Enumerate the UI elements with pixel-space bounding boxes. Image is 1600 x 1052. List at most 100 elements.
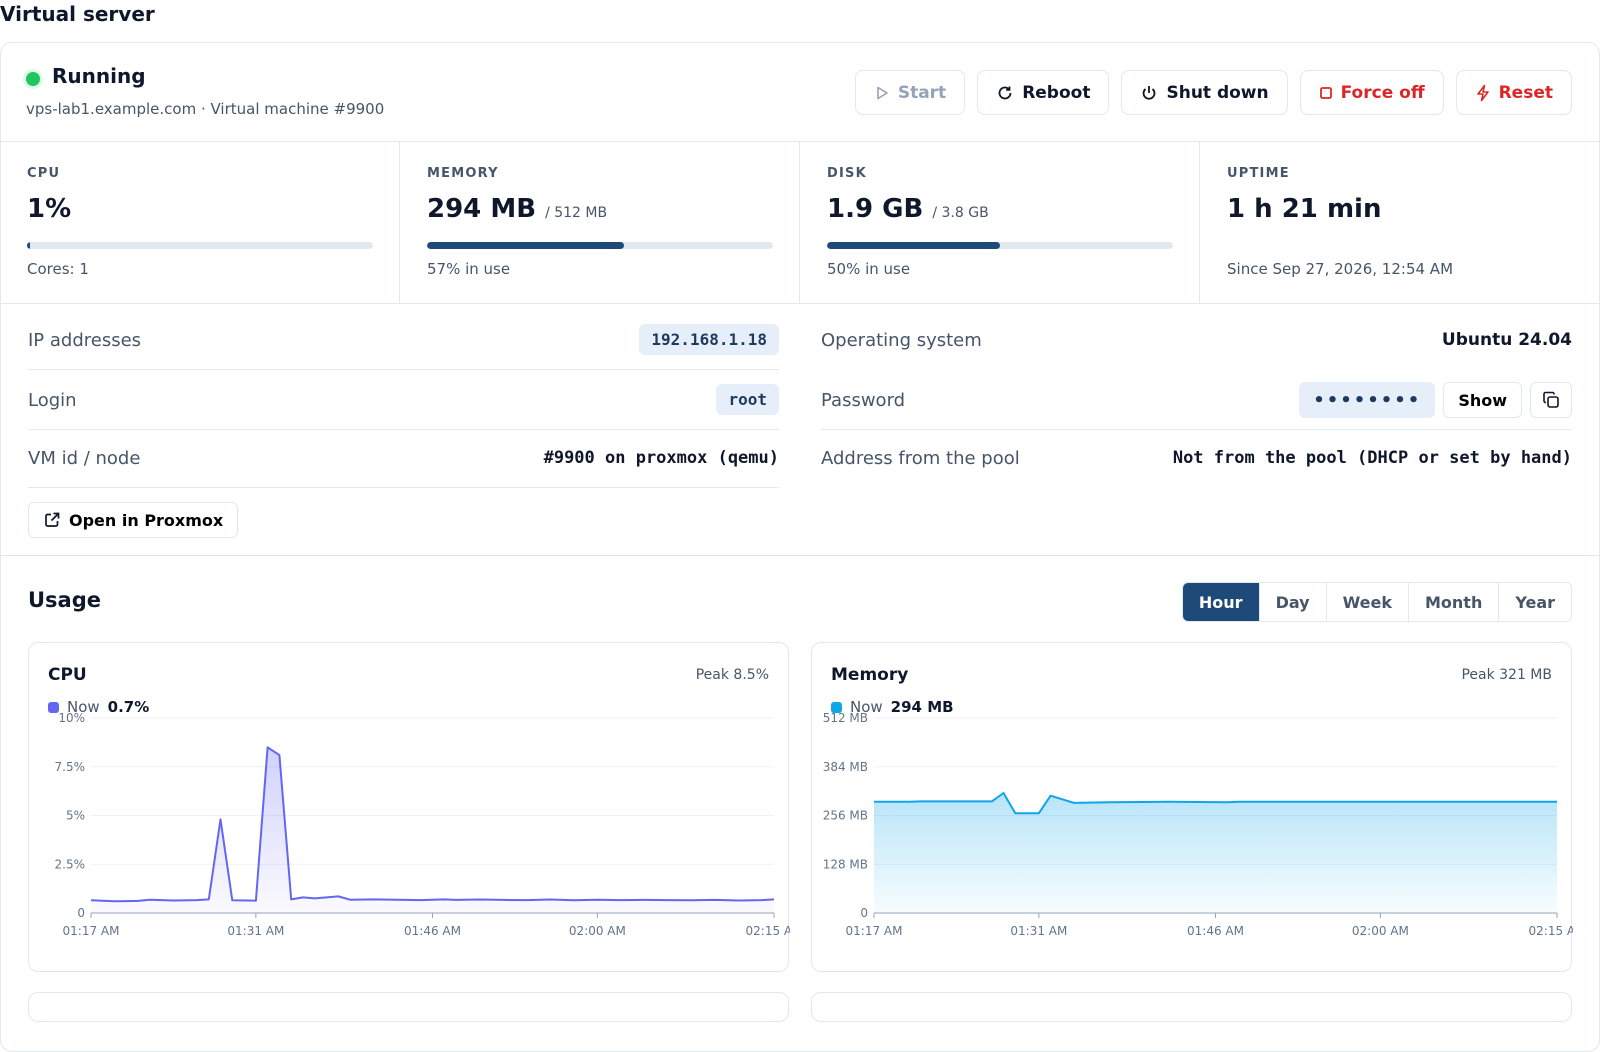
start-button[interactable]: Start — [854, 70, 966, 115]
legend-swatch — [48, 701, 59, 713]
x-tick-label: 01:46 AM — [1187, 924, 1244, 938]
detail-vmid: VM id / node #9900 on proxmox (qemu) — [28, 428, 779, 488]
divider — [0, 303, 1600, 304]
chart-peak: Peak 321 MB — [1461, 667, 1552, 683]
copy-password-button[interactable] — [1530, 382, 1572, 418]
legend-now-value: 0.7% — [107, 698, 150, 716]
server-subtitle: vps-lab1.example.com · Virtual machine #… — [26, 100, 385, 118]
reboot-button[interactable]: Reboot — [977, 70, 1110, 115]
y-tick-label: 10% — [58, 711, 85, 725]
memory-plot: 0 128 MB 256 MB 384 MB 512 MB 01:17 AM 01:31 A… — [823, 711, 1573, 938]
stat-disk: DISK 1.9 GB / 3.8 GB 50% in use — [800, 142, 1200, 304]
next-card-edge — [28, 992, 789, 1022]
stat-value: 1.9 GB / 3.8 GB — [827, 194, 989, 224]
cpu-plot: 0 2.5% 5% 7.5% 10% 01:17 AM 01:31 AM 01:46 AM 02… — [55, 711, 791, 938]
range-tab[interactable]: Day — [1259, 583, 1327, 621]
copy-icon — [1543, 391, 1559, 408]
legend-now-value: 294 MB — [890, 698, 954, 716]
cpu-chart-card: CPU Peak 8.5% Now 0.7% 0 2.5% 5% 7.5% 10% 01:1… — [28, 642, 791, 972]
reset-button[interactable]: Reset — [1455, 70, 1572, 115]
x-tick-label: 01:17 AM — [63, 924, 120, 938]
login-chip[interactable]: root — [716, 384, 779, 415]
legend-now-label: Now — [850, 698, 883, 716]
password-controls: •••••••• Show — [1299, 382, 1572, 418]
stat-memory: MEMORY 294 MB / 512 MB 57% in use — [400, 142, 800, 304]
y-tick-label: 384 MB — [823, 760, 868, 774]
series-area — [874, 793, 1557, 913]
x-tick-label: 01:31 AM — [1010, 924, 1067, 938]
detail-label: Login — [28, 390, 77, 411]
stat-sub: Since Sep 27, 2026, 12:54 AM — [1227, 260, 1454, 278]
detail-value: Not from the pool (DHCP or set by hand) — [1172, 448, 1572, 468]
x-tick-label: 02:00 AM — [569, 924, 626, 938]
ip-chip[interactable]: 192.168.1.18 — [639, 324, 779, 355]
stat-value: 294 MB / 512 MB — [427, 194, 607, 224]
shutdown-button[interactable]: Shut down — [1121, 70, 1288, 115]
disk-progress-fill — [827, 242, 1000, 249]
reboot-label: Reboot — [1022, 82, 1091, 103]
range-tab[interactable]: Hour — [1182, 583, 1260, 621]
shutdown-label: Shut down — [1166, 82, 1269, 103]
disk-total: / 3.8 GB — [932, 205, 989, 221]
open-in-proxmox-label: Open in Proxmox — [69, 510, 224, 530]
play-icon — [877, 86, 888, 99]
detail-label: Password — [821, 390, 906, 411]
power-icon — [1143, 85, 1156, 100]
chart-title: Memory — [831, 665, 909, 685]
reboot-icon — [998, 86, 1012, 99]
y-tick-label: 128 MB — [823, 857, 868, 871]
detail-label: Address from the pool — [821, 448, 1020, 469]
stat-label: UPTIME — [1227, 166, 1290, 181]
memory-progress-bar — [427, 242, 773, 249]
stat-uptime: UPTIME 1 h 21 min Since Sep 27, 2026, 12… — [1200, 142, 1600, 304]
series-line — [874, 792, 1557, 815]
open-in-proxmox-button[interactable]: Open in Proxmox — [28, 502, 239, 538]
memory-total: / 512 MB — [545, 205, 608, 221]
range-tab[interactable]: Week — [1326, 583, 1409, 621]
x-tick-label: 01:46 AM — [404, 924, 461, 938]
stat-sub: 50% in use — [827, 260, 911, 278]
x-tick-label: 02:15 AM — [746, 924, 790, 938]
detail-label: VM id / node — [28, 448, 141, 469]
series-area — [91, 747, 774, 913]
stat-sub: Cores: 1 — [27, 260, 89, 278]
external-link-icon — [45, 512, 60, 527]
divider — [0, 555, 1600, 556]
y-tick-label: 2.5% — [55, 857, 86, 871]
divider — [0, 141, 1600, 142]
detail-label: Operating system — [821, 330, 982, 351]
x-tick-label: 02:15 AM — [1529, 924, 1573, 938]
password-mask: •••••••• — [1299, 382, 1436, 418]
detail-value: #9900 on proxmox (qemu) — [543, 448, 779, 468]
chart-legend: Now 0.7% — [48, 698, 149, 716]
detail-ip: IP addresses 192.168.1.18 — [28, 310, 779, 370]
memory-used: 294 MB — [427, 194, 537, 224]
x-tick-label: 01:31 AM — [227, 924, 284, 938]
cpu-progress-fill — [27, 242, 31, 249]
detail-label: IP addresses — [28, 330, 142, 351]
detail-os: Operating system Ubuntu 24.04 — [821, 310, 1572, 370]
legend-now-label: Now — [67, 698, 100, 716]
page-title: Virtual server — [0, 2, 155, 26]
force-off-button[interactable]: Force off — [1299, 70, 1444, 115]
show-password-button[interactable]: Show — [1443, 382, 1522, 418]
stat-cpu: CPU 1% Cores: 1 — [0, 142, 400, 304]
stat-sub: 57% in use — [427, 260, 511, 278]
power-actions: Start Reboot Shut down Force off Reset — [854, 70, 1572, 115]
next-card-edge — [811, 992, 1572, 1022]
range-tab[interactable]: Year — [1499, 583, 1571, 621]
stat-label: CPU — [27, 166, 61, 181]
bolt-icon — [1476, 84, 1489, 101]
chart-title: CPU — [48, 665, 87, 685]
chart-legend: Now 294 MB — [831, 698, 954, 716]
legend-swatch — [831, 701, 842, 713]
y-tick-label: 7.5% — [55, 760, 86, 774]
disk-used: 1.9 GB — [827, 194, 924, 224]
detail-value: Ubuntu 24.04 — [1441, 330, 1572, 350]
force-off-label: Force off — [1340, 82, 1425, 103]
detail-login: Login root — [28, 370, 779, 430]
range-selector: Hour Day Week Month Year — [1181, 582, 1572, 622]
stop-icon — [1319, 86, 1332, 99]
x-tick-label: 02:00 AM — [1352, 924, 1409, 938]
range-tab[interactable]: Month — [1409, 583, 1500, 621]
